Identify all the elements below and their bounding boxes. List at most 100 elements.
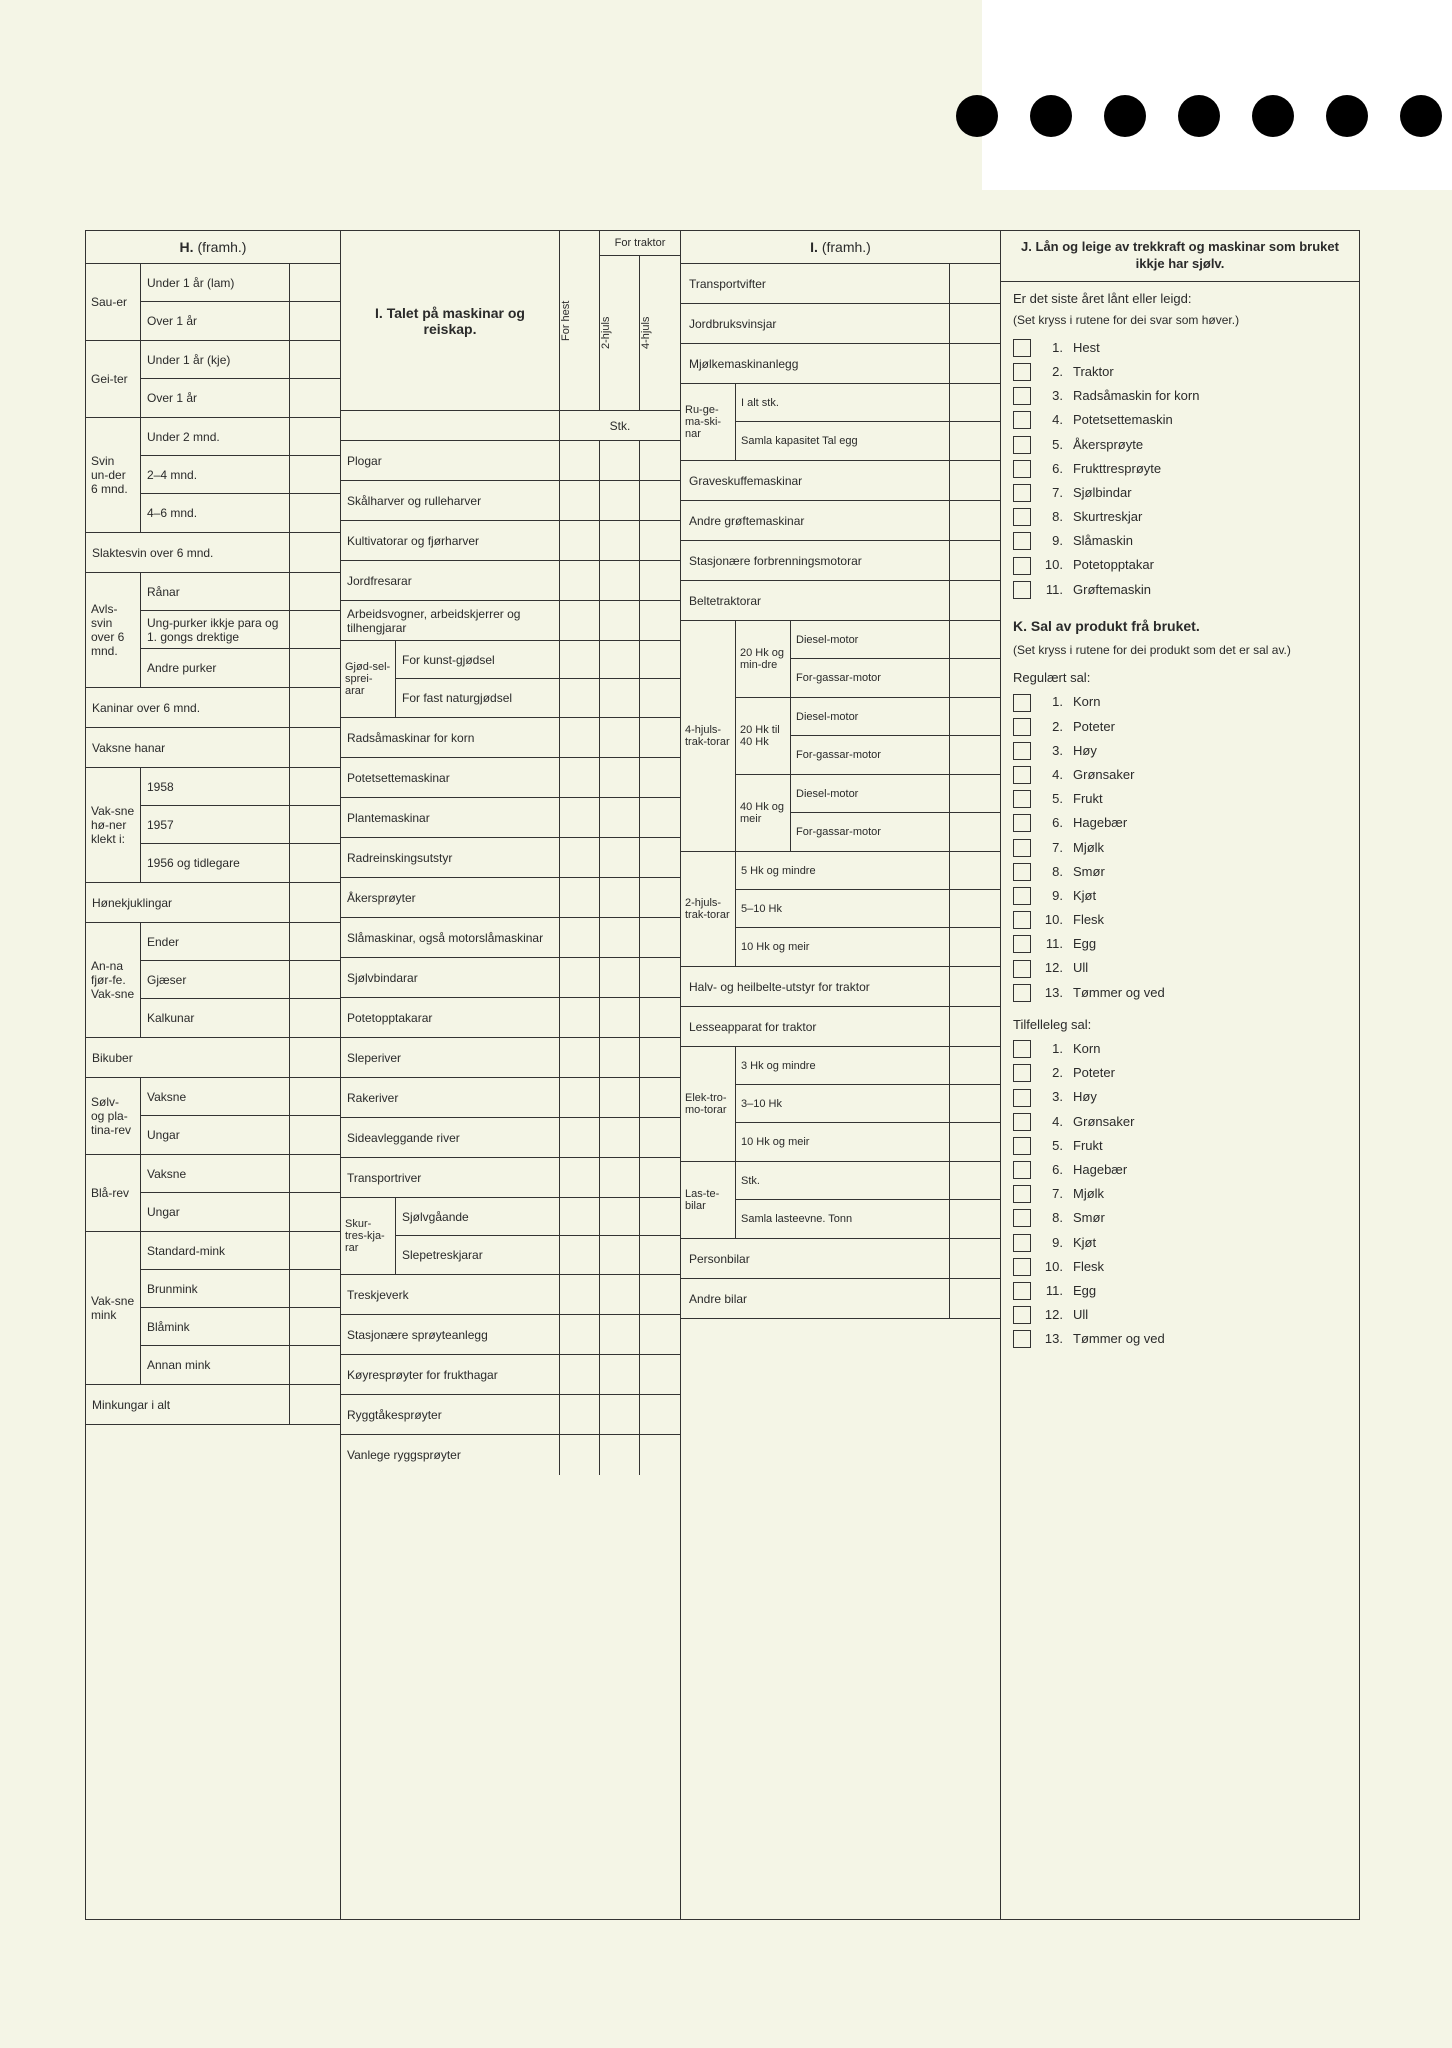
i2-value-cell[interactable]: [950, 1047, 1000, 1084]
checkbox[interactable]: [1013, 1161, 1031, 1179]
i1-value-cell[interactable]: [600, 1158, 640, 1197]
i1-value-cell[interactable]: [600, 641, 640, 678]
i1-value-cell[interactable]: [560, 601, 600, 640]
i2-value-cell[interactable]: [950, 1162, 1000, 1199]
i2-value-cell[interactable]: [950, 501, 1000, 540]
i1-value-cell[interactable]: [600, 441, 640, 480]
checkbox[interactable]: [1013, 1234, 1031, 1252]
i1-value-cell[interactable]: [640, 1198, 680, 1235]
i1-value-cell[interactable]: [600, 1275, 640, 1314]
i1-value-cell[interactable]: [600, 1038, 640, 1077]
i2-value-cell[interactable]: [950, 1239, 1000, 1278]
i2-value-cell[interactable]: [950, 541, 1000, 580]
i1-value-cell[interactable]: [640, 1038, 680, 1077]
i1-value-cell[interactable]: [600, 1395, 640, 1434]
i1-value-cell[interactable]: [560, 441, 600, 480]
checkbox[interactable]: [1013, 460, 1031, 478]
h-value-cell[interactable]: [290, 923, 340, 960]
checkbox[interactable]: [1013, 742, 1031, 760]
i1-value-cell[interactable]: [560, 1435, 600, 1475]
checkbox[interactable]: [1013, 1258, 1031, 1276]
i1-value-cell[interactable]: [560, 1118, 600, 1157]
checkbox[interactable]: [1013, 411, 1031, 429]
i1-value-cell[interactable]: [600, 998, 640, 1037]
checkbox[interactable]: [1013, 1040, 1031, 1058]
i1-value-cell[interactable]: [640, 441, 680, 480]
h-value-cell[interactable]: [290, 1078, 340, 1115]
i1-value-cell[interactable]: [560, 1078, 600, 1117]
i1-value-cell[interactable]: [640, 1435, 680, 1475]
i1-value-cell[interactable]: [640, 1355, 680, 1394]
checkbox[interactable]: [1013, 839, 1031, 857]
i1-value-cell[interactable]: [560, 878, 600, 917]
h-value-cell[interactable]: [290, 883, 340, 922]
h-value-cell[interactable]: [290, 961, 340, 998]
i1-value-cell[interactable]: [560, 1038, 600, 1077]
i1-value-cell[interactable]: [640, 601, 680, 640]
i1-value-cell[interactable]: [640, 798, 680, 837]
h-value-cell[interactable]: [290, 533, 340, 572]
i1-value-cell[interactable]: [640, 561, 680, 600]
i1-value-cell[interactable]: [640, 878, 680, 917]
i1-value-cell[interactable]: [640, 838, 680, 877]
checkbox[interactable]: [1013, 339, 1031, 357]
i1-value-cell[interactable]: [640, 1158, 680, 1197]
i1-value-cell[interactable]: [640, 1275, 680, 1314]
checkbox[interactable]: [1013, 960, 1031, 978]
checkbox[interactable]: [1013, 436, 1031, 454]
i1-value-cell[interactable]: [600, 561, 640, 600]
i1-value-cell[interactable]: [560, 1158, 600, 1197]
i1-value-cell[interactable]: [560, 679, 600, 717]
i2-value-cell[interactable]: [950, 422, 1000, 460]
h-value-cell[interactable]: [290, 1270, 340, 1307]
i2-value-cell[interactable]: [950, 581, 1000, 620]
i1-value-cell[interactable]: [600, 1198, 640, 1235]
h-value-cell[interactable]: [290, 611, 340, 648]
i2-value-cell[interactable]: [950, 384, 1000, 421]
h-value-cell[interactable]: [290, 728, 340, 767]
i1-value-cell[interactable]: [560, 1395, 600, 1434]
i2-value-cell[interactable]: [950, 852, 1000, 889]
checkbox[interactable]: [1013, 814, 1031, 832]
i1-value-cell[interactable]: [640, 958, 680, 997]
checkbox[interactable]: [1013, 1113, 1031, 1131]
i2-value-cell[interactable]: [950, 304, 1000, 343]
i1-value-cell[interactable]: [560, 481, 600, 520]
checkbox[interactable]: [1013, 718, 1031, 736]
checkbox[interactable]: [1013, 1137, 1031, 1155]
i2-value-cell[interactable]: [950, 621, 1000, 658]
h-value-cell[interactable]: [290, 1308, 340, 1345]
i1-value-cell[interactable]: [560, 838, 600, 877]
i1-value-cell[interactable]: [560, 798, 600, 837]
h-value-cell[interactable]: [290, 806, 340, 843]
i1-value-cell[interactable]: [640, 1078, 680, 1117]
checkbox[interactable]: [1013, 766, 1031, 784]
i2-value-cell[interactable]: [950, 461, 1000, 500]
i1-value-cell[interactable]: [600, 1118, 640, 1157]
i2-value-cell[interactable]: [950, 775, 1000, 812]
i1-value-cell[interactable]: [560, 1315, 600, 1354]
i1-value-cell[interactable]: [600, 758, 640, 797]
i1-value-cell[interactable]: [600, 601, 640, 640]
checkbox[interactable]: [1013, 1209, 1031, 1227]
checkbox[interactable]: [1013, 1064, 1031, 1082]
i1-value-cell[interactable]: [560, 1198, 600, 1235]
h-value-cell[interactable]: [290, 1038, 340, 1077]
checkbox[interactable]: [1013, 508, 1031, 526]
checkbox[interactable]: [1013, 935, 1031, 953]
checkbox[interactable]: [1013, 887, 1031, 905]
i2-value-cell[interactable]: [950, 1085, 1000, 1122]
i1-value-cell[interactable]: [600, 1355, 640, 1394]
i1-value-cell[interactable]: [560, 998, 600, 1037]
i1-value-cell[interactable]: [560, 1275, 600, 1314]
i2-value-cell[interactable]: [950, 698, 1000, 735]
h-value-cell[interactable]: [290, 264, 340, 301]
h-value-cell[interactable]: [290, 649, 340, 687]
h-value-cell[interactable]: [290, 418, 340, 455]
i1-value-cell[interactable]: [640, 758, 680, 797]
i2-value-cell[interactable]: [950, 1007, 1000, 1046]
h-value-cell[interactable]: [290, 341, 340, 378]
i1-value-cell[interactable]: [640, 641, 680, 678]
i1-value-cell[interactable]: [600, 958, 640, 997]
i1-value-cell[interactable]: [560, 958, 600, 997]
